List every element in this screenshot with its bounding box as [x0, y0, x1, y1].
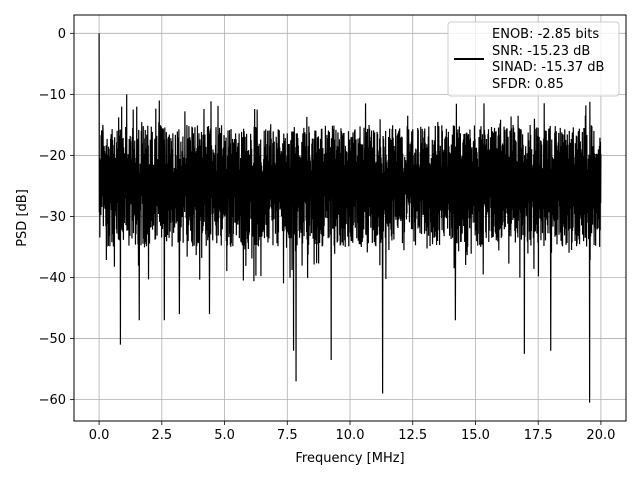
x-tick-label: 7.5 — [277, 428, 298, 443]
plot-area — [98, 33, 602, 403]
x-tick-label: 5.0 — [214, 428, 235, 443]
legend-sinad: SINAD: -15.37 dB — [492, 60, 604, 75]
x-axis-label: Frequency [MHz] — [295, 451, 404, 466]
x-tick-label: 20.0 — [586, 428, 615, 443]
y-tick-label: −20 — [39, 149, 66, 164]
y-tick-label: −30 — [39, 210, 66, 225]
y-tick-label: −10 — [39, 88, 66, 103]
x-tick-label: 17.5 — [524, 428, 553, 443]
x-tick-label: 15.0 — [461, 428, 490, 443]
legend-box — [447, 21, 620, 97]
y-axis-label: PSD [dB] — [15, 189, 30, 247]
legend-enob: ENOB: -2.85 bits — [492, 27, 599, 42]
psd-series-line — [98, 33, 602, 403]
x-tick-label: 2.5 — [151, 428, 172, 443]
x-tick-label: 0.0 — [89, 428, 110, 443]
legend: ENOB: -2.85 bits SNR: -15.23 dB SINAD: -… — [447, 21, 620, 97]
y-tick-label: −50 — [39, 332, 66, 347]
legend-sfdr: SFDR: 0.85 — [492, 77, 564, 92]
legend-snr: SNR: -15.23 dB — [492, 44, 590, 59]
y-tick-label: 0 — [58, 27, 66, 42]
y-tick-label: −40 — [39, 271, 66, 286]
y-tick-label: −60 — [39, 393, 66, 408]
x-tick-label: 10.0 — [336, 428, 365, 443]
axis-ticks: 0.0 2.5 5.0 7.5 10.0 12.5 15.0 17.5 20.0 0 −10 −20 −… — [39, 27, 616, 443]
x-tick-label: 12.5 — [398, 428, 427, 443]
